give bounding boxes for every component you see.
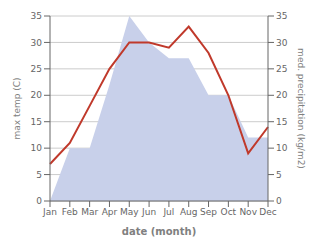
svg-text:15: 15 [276,117,287,127]
svg-text:30: 30 [31,38,43,48]
svg-text:10: 10 [31,143,43,153]
svg-text:0: 0 [36,196,42,206]
svg-text:Jun: Jun [141,207,156,217]
svg-text:Feb: Feb [62,207,78,217]
svg-text:10: 10 [276,143,288,153]
svg-text:date (month): date (month) [122,226,196,237]
svg-text:Apr: Apr [102,207,118,217]
svg-text:35: 35 [276,11,287,21]
svg-text:Jul: Jul [162,207,174,217]
svg-text:Oct: Oct [221,207,237,217]
svg-text:med. precipitation (kg/m2): med. precipitation (kg/m2) [296,48,306,169]
svg-text:Mar: Mar [81,207,98,217]
svg-text:Nov: Nov [239,207,257,217]
svg-text:Aug: Aug [180,207,198,217]
svg-text:0: 0 [276,196,282,206]
svg-text:35: 35 [31,11,42,21]
svg-text:25: 25 [276,64,287,74]
svg-text:25: 25 [31,64,42,74]
svg-text:May: May [120,207,139,217]
svg-text:5: 5 [276,170,282,180]
svg-text:20: 20 [31,90,43,100]
svg-text:Sep: Sep [200,207,217,217]
svg-text:Dec: Dec [259,207,276,217]
svg-text:max temp (C): max temp (C) [12,77,22,139]
svg-text:5: 5 [36,170,42,180]
svg-text:30: 30 [276,38,288,48]
svg-text:15: 15 [31,117,42,127]
svg-text:Jan: Jan [42,207,57,217]
svg-text:20: 20 [276,90,288,100]
